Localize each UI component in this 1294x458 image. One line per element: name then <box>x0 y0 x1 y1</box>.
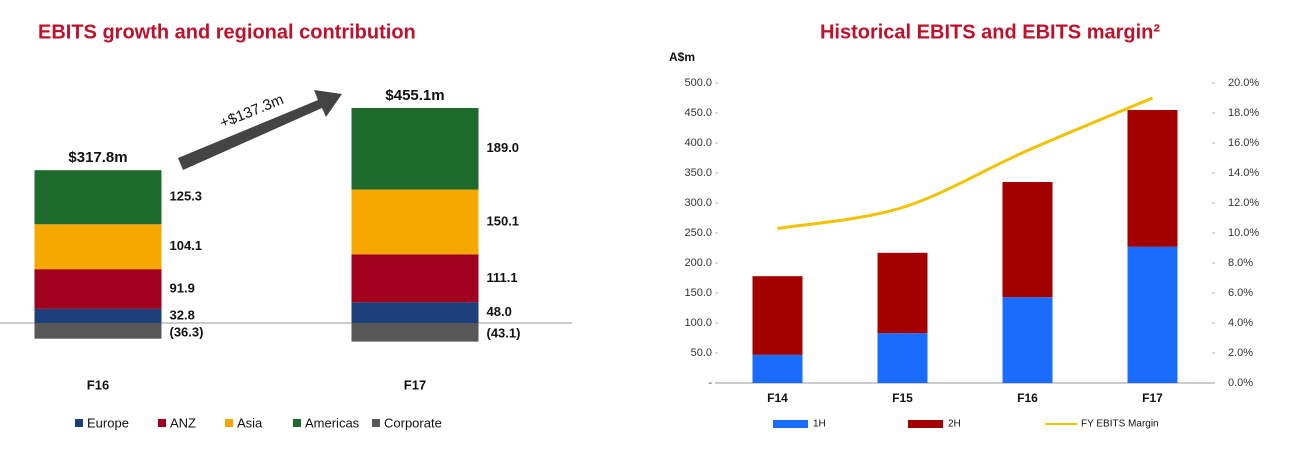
y-tick-label: 200.0 <box>684 257 712 269</box>
data-label: (43.1) <box>487 326 521 341</box>
y2-tick-label: 12.0% <box>1228 197 1259 209</box>
legend-label: ANZ <box>170 415 196 430</box>
y-tick-label: 250.0 <box>684 227 712 239</box>
x-tick-label: F17 <box>404 377 426 392</box>
y-tick-label: - <box>708 377 712 389</box>
bar-segment <box>351 254 479 303</box>
data-label: 48.0 <box>487 304 512 319</box>
legend-label: FY EBITS Margin <box>1081 419 1159 430</box>
chart-title: Historical EBITS and EBITS margin² <box>820 21 1160 43</box>
y2-tick-label: 16.0% <box>1228 137 1259 149</box>
y-tick-label: 350.0 <box>684 167 712 179</box>
data-label: 32.8 <box>170 307 195 322</box>
data-label: 104.1 <box>170 238 203 253</box>
y2-tick-label: 4.0% <box>1228 317 1253 329</box>
legend-swatch <box>158 419 166 427</box>
x-tick-label: F14 <box>767 391 788 405</box>
legend-label: 2H <box>948 419 961 430</box>
bar-segment <box>351 302 479 323</box>
y-tick-label: 50.0 <box>691 347 712 359</box>
y-tick-label: 300.0 <box>684 197 712 209</box>
bar-segment <box>1002 182 1053 298</box>
bar-segment <box>877 333 928 383</box>
y-axis-label: A$m <box>669 50 695 64</box>
bar-segment <box>752 354 803 383</box>
data-label: 91.9 <box>170 280 195 295</box>
x-tick-label: F17 <box>1142 391 1163 405</box>
bar-segment <box>351 108 479 190</box>
legend-swatch <box>75 419 83 427</box>
legend-swatch <box>225 419 233 427</box>
y-tick-label: 400.0 <box>684 137 712 149</box>
y-tick-label: 150.0 <box>684 287 712 299</box>
bar-segment <box>34 269 162 309</box>
bar-segment <box>877 252 928 334</box>
legend-label: Asia <box>237 415 263 430</box>
data-label: 125.3 <box>170 189 203 204</box>
legend-swatch <box>372 419 380 427</box>
x-tick-label: F15 <box>892 391 913 405</box>
y2-tick-label: 6.0% <box>1228 287 1253 299</box>
data-label: 111.1 <box>487 270 518 285</box>
margin-line <box>777 96 1154 230</box>
legend-swatch <box>908 420 943 428</box>
legend-label: Corporate <box>384 415 442 430</box>
bar-segment <box>351 323 479 342</box>
growth-arrow <box>178 90 342 170</box>
x-tick-label: F16 <box>87 377 109 392</box>
data-label: 189.0 <box>487 140 520 155</box>
y2-tick-label: 2.0% <box>1228 347 1253 359</box>
bar-segment <box>34 224 162 270</box>
bar-segment <box>1127 110 1178 247</box>
y-tick-label: 500.0 <box>684 77 712 89</box>
data-label: 150.1 <box>487 213 520 228</box>
bar-segment <box>34 323 162 339</box>
bar-segment <box>351 189 479 255</box>
x-tick-label: F16 <box>1017 391 1038 405</box>
total-label: $317.8m <box>68 149 127 166</box>
y2-tick-label: 8.0% <box>1228 257 1253 269</box>
legend-label: 1H <box>813 419 826 430</box>
y-tick-label: 450.0 <box>684 107 712 119</box>
total-label: $455.1m <box>385 87 444 104</box>
data-label: (36.3) <box>170 324 204 339</box>
legend-swatch <box>773 420 808 428</box>
y2-tick-label: 0.0% <box>1228 377 1253 389</box>
y2-tick-label: 10.0% <box>1228 227 1259 239</box>
legend-swatch <box>293 419 301 427</box>
legend-label: Europe <box>87 415 129 430</box>
y2-tick-label: 20.0% <box>1228 77 1259 89</box>
bar-segment <box>34 170 162 225</box>
bar-segment <box>1127 246 1178 383</box>
bar-segment <box>34 308 162 323</box>
legend-label: Americas <box>305 415 360 430</box>
chart-title: EBITS growth and regional contribution <box>38 21 416 43</box>
bar-segment <box>1002 297 1053 383</box>
y-tick-label: 100.0 <box>684 317 712 329</box>
y2-tick-label: 18.0% <box>1228 107 1259 119</box>
bar-segment <box>752 276 803 355</box>
y2-tick-label: 14.0% <box>1228 167 1259 179</box>
